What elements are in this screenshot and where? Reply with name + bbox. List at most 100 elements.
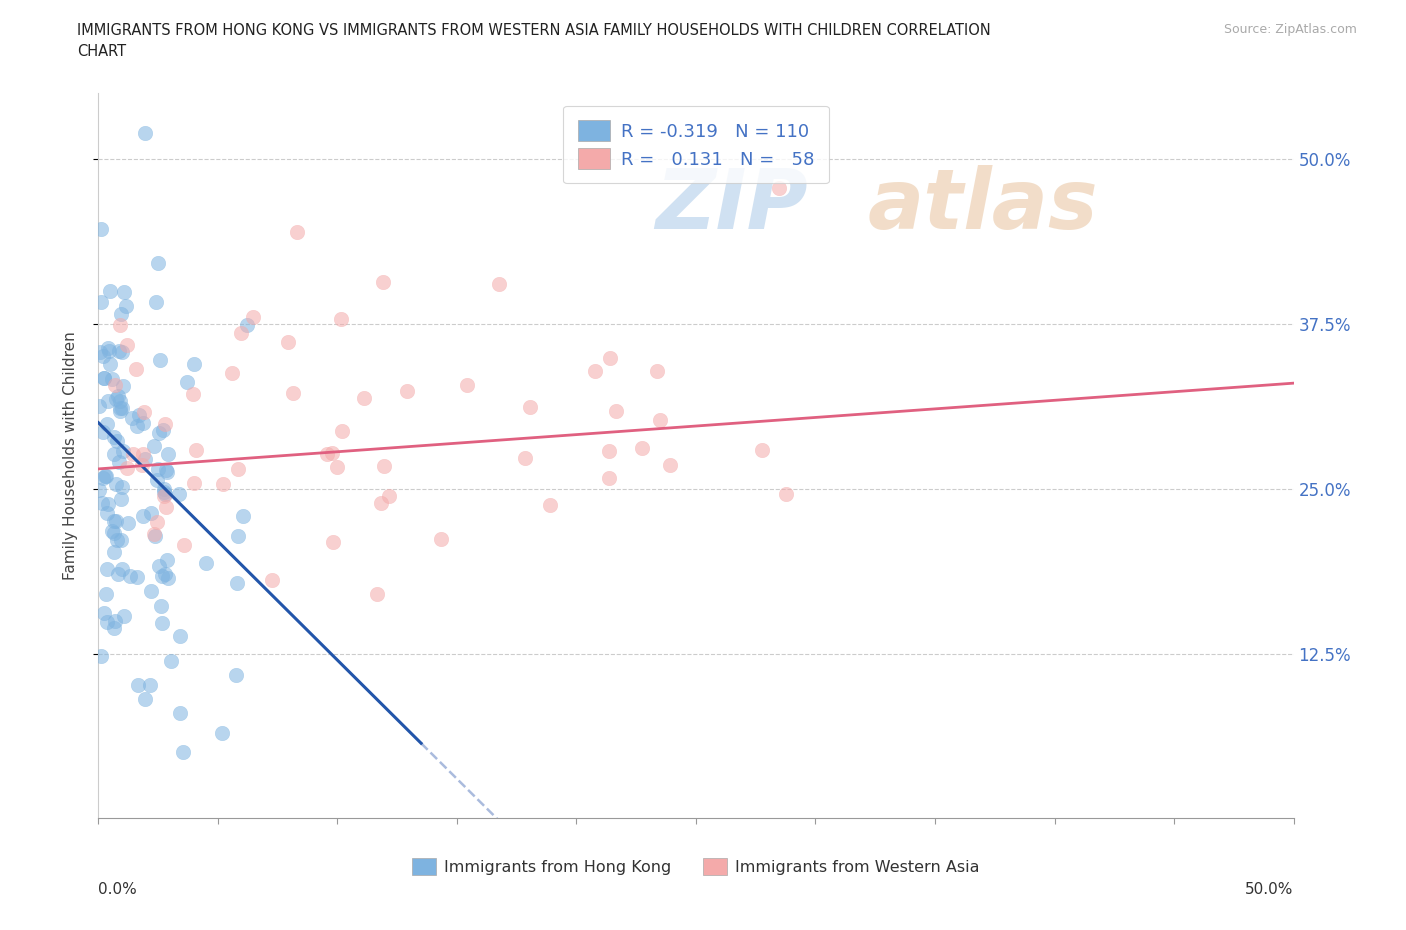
Text: 50.0%: 50.0% <box>1246 882 1294 897</box>
Point <box>285 224 308 239</box>
Point <box>226 528 249 543</box>
Point <box>127 569 149 584</box>
Point <box>104 378 127 392</box>
Legend: Immigrants from Hong Kong, Immigrants from Western Asia: Immigrants from Hong Kong, Immigrants fr… <box>404 850 988 883</box>
Point <box>211 725 233 740</box>
Point <box>160 654 183 669</box>
Point <box>153 566 176 581</box>
Point <box>131 416 153 431</box>
Point <box>108 393 131 408</box>
Point <box>599 351 621 365</box>
Point <box>751 443 773 458</box>
Point <box>101 372 124 387</box>
Point <box>173 538 195 552</box>
Point <box>145 294 167 309</box>
Point <box>169 629 191 644</box>
Text: ZIP: ZIP <box>655 165 808 246</box>
Point <box>235 318 257 333</box>
Point <box>97 497 120 512</box>
Point <box>104 613 127 628</box>
Y-axis label: Family Households with Children: Family Households with Children <box>63 331 77 580</box>
Point <box>156 552 179 567</box>
Point <box>631 441 654 456</box>
Point <box>94 468 117 483</box>
Point <box>104 513 127 528</box>
Point <box>107 455 129 470</box>
Point <box>91 349 114 364</box>
Point <box>139 677 162 692</box>
Point <box>139 583 162 598</box>
Point <box>110 306 132 321</box>
Point <box>110 492 132 507</box>
Point <box>118 569 141 584</box>
Point <box>107 566 129 581</box>
Point <box>121 410 143 425</box>
Point <box>132 509 155 524</box>
Point <box>221 365 243 380</box>
Point <box>146 461 169 476</box>
Point <box>96 562 118 577</box>
Point <box>353 391 375 405</box>
Point <box>775 486 797 501</box>
Point <box>153 417 176 432</box>
Point <box>100 524 122 538</box>
Point <box>127 677 149 692</box>
Point <box>150 599 173 614</box>
Point <box>134 126 156 140</box>
Point <box>156 571 179 586</box>
Point <box>395 383 418 398</box>
Point <box>108 401 131 416</box>
Point <box>93 471 115 485</box>
Point <box>650 413 672 428</box>
Point <box>322 535 344 550</box>
Point <box>228 461 250 476</box>
Point <box>103 447 125 462</box>
Point <box>150 616 173 631</box>
Point <box>112 609 135 624</box>
Point <box>283 385 305 400</box>
Point <box>111 379 134 393</box>
Point <box>103 513 125 528</box>
Point <box>194 556 217 571</box>
Point <box>142 526 165 541</box>
Point <box>115 299 138 313</box>
Point <box>98 284 121 299</box>
Point <box>155 462 177 477</box>
Point <box>94 469 117 484</box>
Point <box>125 418 148 433</box>
Text: 0.0%: 0.0% <box>98 882 138 897</box>
Point <box>172 745 194 760</box>
Text: atlas: atlas <box>868 165 1098 246</box>
Point <box>373 274 395 289</box>
Point <box>96 615 118 630</box>
Point <box>108 317 131 332</box>
Point <box>124 362 146 377</box>
Point <box>330 312 353 326</box>
Point <box>148 558 170 573</box>
Point <box>153 482 176 497</box>
Point <box>111 344 134 359</box>
Point <box>183 356 205 371</box>
Point <box>103 620 125 635</box>
Point <box>488 276 510 291</box>
Point <box>131 458 153 472</box>
Point <box>111 444 134 458</box>
Point <box>128 407 150 422</box>
Point <box>105 392 128 406</box>
Point <box>110 532 132 547</box>
Point <box>90 294 112 309</box>
Point <box>90 221 112 236</box>
Point <box>97 393 120 408</box>
Point <box>146 255 169 270</box>
Point <box>143 529 166 544</box>
Point <box>167 486 190 501</box>
Point <box>330 423 353 438</box>
Point <box>103 545 125 560</box>
Point <box>768 180 790 195</box>
Point <box>108 344 131 359</box>
Point <box>87 483 110 498</box>
Point <box>153 488 176 503</box>
Point <box>377 488 399 503</box>
Point <box>156 446 179 461</box>
Point <box>183 387 205 402</box>
